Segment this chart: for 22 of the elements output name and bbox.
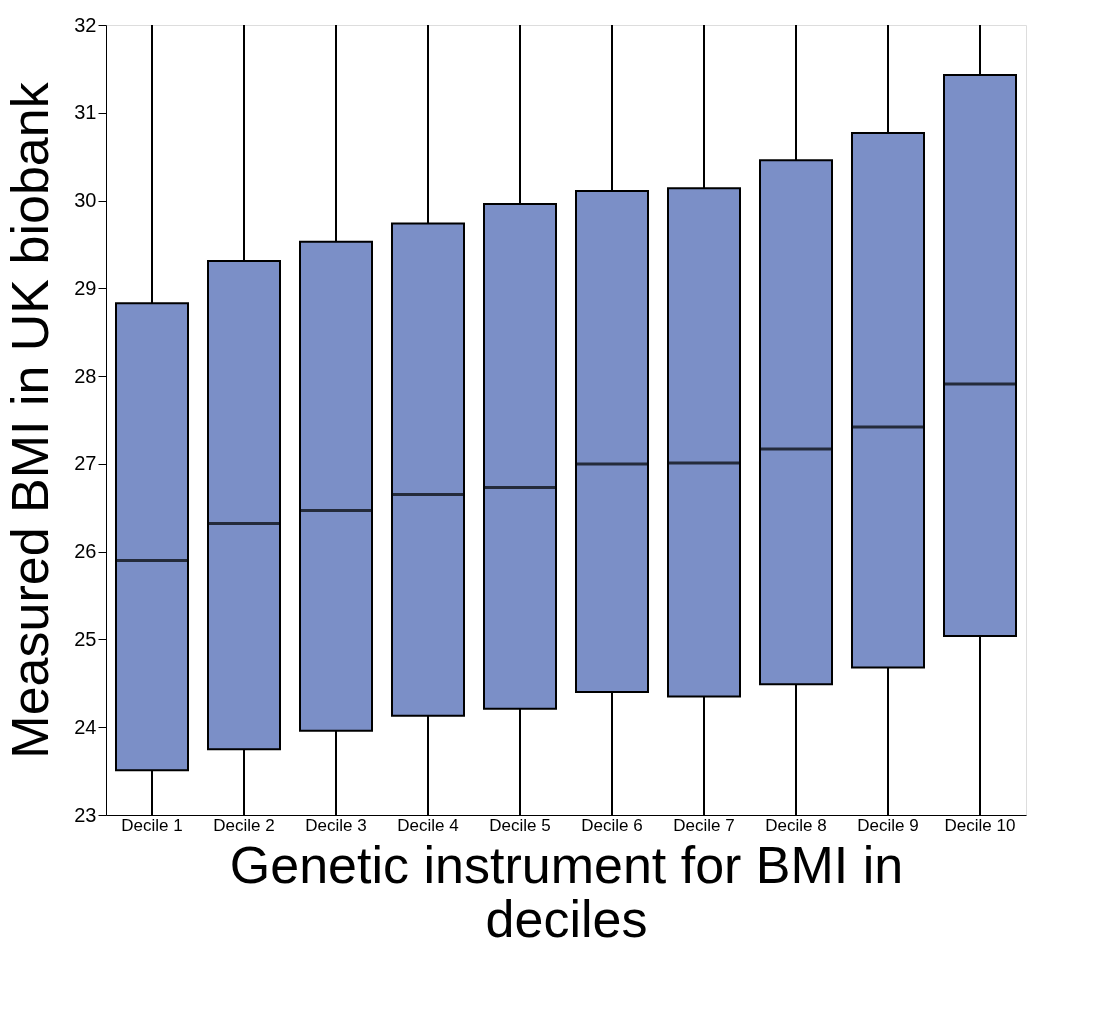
x-tick-label: Decile 8 [765, 815, 827, 835]
y-tick-label: 28 [74, 364, 97, 387]
x-tick-label: Decile 1 [121, 815, 183, 835]
x-tick-label: Decile 10 [944, 815, 1016, 835]
y-tick-label: 30 [74, 189, 97, 212]
x-tick-label: Decile 7 [673, 815, 735, 835]
x-tick-label: Decile 3 [305, 815, 367, 835]
x-tick-label: Decile 4 [397, 815, 459, 835]
y-tick-label: 27 [74, 452, 97, 475]
y-tick-label: 25 [74, 627, 97, 650]
x-tick-label: Decile 2 [213, 815, 275, 835]
x-tick-label: Decile 9 [857, 815, 919, 835]
y-tick-label: 29 [74, 276, 97, 299]
y-axis-title: Measured BMI in UK biobank [1, 81, 60, 759]
y-tick-label: 24 [74, 715, 97, 738]
x-axis-title: Genetic instrument for BMI in deciles [229, 835, 904, 948]
y-tick-label: 26 [74, 540, 97, 563]
x-tick-label: Decile 6 [581, 815, 643, 835]
x-tick-label: Decile 5 [489, 815, 551, 835]
y-tick-label: 31 [74, 101, 97, 124]
y-tick-label: 23 [74, 803, 97, 826]
y-tick-label: 32 [74, 13, 97, 36]
